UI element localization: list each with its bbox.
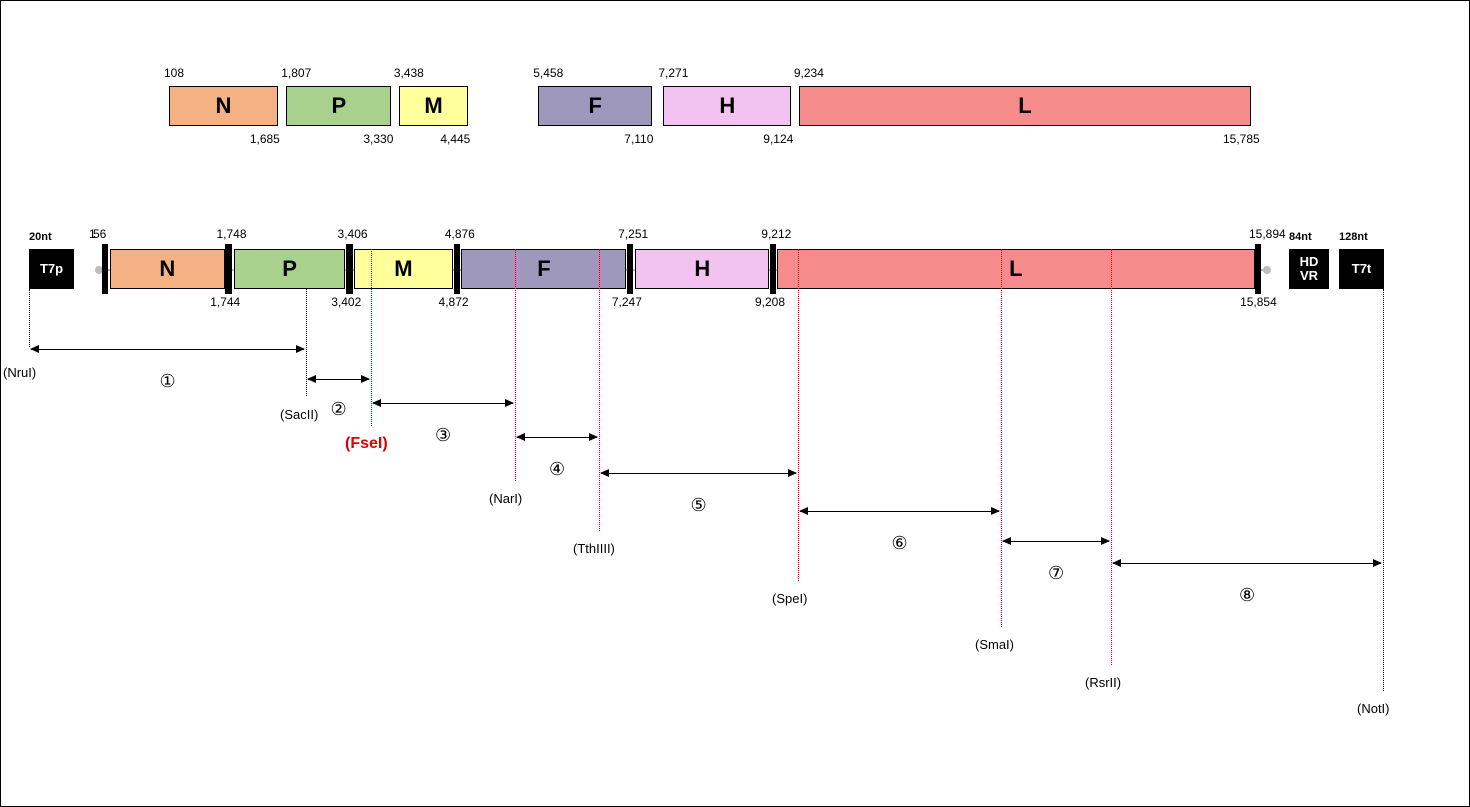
terminal-box-left: T7p — [29, 249, 74, 289]
fragment-number: ① — [160, 371, 176, 392]
bottom-gene-P: P — [234, 249, 346, 289]
gene-boundary-bar — [102, 244, 108, 294]
top-end-label: 1,685 — [250, 132, 280, 146]
gene-boundary-bar — [770, 244, 776, 294]
bottom-top-label: 4,876 — [445, 227, 475, 241]
fragment-number: ⑤ — [691, 495, 707, 516]
top-gene-N: N — [169, 86, 278, 126]
site-dash — [1001, 249, 1002, 627]
enzyme-label: (RsrII) — [1085, 675, 1121, 690]
top-start-label: 108 — [164, 66, 184, 80]
site-dash — [1111, 249, 1112, 665]
gene-boundary-bar — [454, 244, 460, 294]
bottom-top-label: 9,212 — [761, 227, 791, 241]
backbone-dot — [1263, 266, 1271, 274]
top-start-label: 5,458 — [533, 66, 563, 80]
top-start-label: 1,807 — [281, 66, 311, 80]
nt-label: 20nt — [29, 231, 52, 243]
bottom-top-label: 7,251 — [618, 227, 648, 241]
gene-boundary-bar — [1255, 244, 1261, 294]
top-end-label: 4,445 — [440, 132, 470, 146]
fragment-arrow — [373, 403, 513, 404]
site-dash — [798, 249, 799, 581]
bottom-gene-L: L — [777, 249, 1255, 289]
top-end-label: 7,110 — [624, 132, 653, 146]
bottom-gene-N: N — [110, 249, 225, 289]
bottom-top-label: 56 — [93, 227, 106, 241]
site-dash — [29, 289, 30, 347]
top-gene-P: P — [286, 86, 391, 126]
bottom-top-label: 3,406 — [338, 227, 368, 241]
fragment-number: ⑥ — [892, 533, 908, 554]
fragment-number: ⑦ — [1048, 563, 1064, 584]
enzyme-label: (SpeI) — [772, 591, 807, 606]
site-dash — [515, 249, 516, 481]
fragment-arrow — [308, 379, 369, 380]
enzyme-label: (NarI) — [489, 491, 522, 506]
bottom-gene-H: H — [635, 249, 769, 289]
fragment-arrow — [31, 349, 304, 350]
enzyme-label: (NruI) — [3, 365, 36, 380]
fragment-number: ④ — [549, 459, 565, 480]
bottom-bottom-label: 7,247 — [612, 295, 642, 309]
enzyme-label: (SmaI) — [975, 637, 1014, 652]
fragment-number: ② — [331, 399, 347, 420]
bottom-bottom-label: 4,872 — [439, 295, 469, 309]
bottom-bottom-label: 3,402 — [331, 295, 361, 309]
terminal-box-hdvr: HDVR — [1289, 249, 1329, 289]
fragment-arrow — [601, 473, 796, 474]
gene-boundary-bar — [627, 244, 633, 294]
top-start-label: 3,438 — [394, 66, 424, 80]
bottom-bottom-label: 9,208 — [755, 295, 785, 309]
enzyme-label: (SacII) — [280, 407, 318, 422]
fragment-arrow — [1003, 541, 1109, 542]
enzyme-label: (NotI) — [1357, 701, 1390, 716]
top-end-label: 3,330 — [363, 132, 393, 146]
enzyme-label: (FseI) — [345, 435, 388, 453]
bottom-bottom-label: 15,854 — [1240, 295, 1277, 309]
top-start-label: 7,271 — [658, 66, 688, 80]
top-gene-L: L — [799, 86, 1251, 126]
fragment-arrow — [1113, 563, 1381, 564]
bottom-bottom-label: 1,744 — [210, 295, 240, 309]
top-start-label: 9,234 — [794, 66, 824, 80]
gene-boundary-bar — [226, 244, 232, 294]
fragment-arrow — [800, 511, 999, 512]
site-dash — [599, 249, 600, 531]
terminal-box-right: T7t — [1339, 249, 1384, 289]
gene-boundary-bar — [347, 244, 353, 294]
fragment-arrow — [517, 437, 597, 438]
bottom-top-label: 15,894 — [1249, 227, 1286, 241]
enzyme-label: (TthIIII) — [573, 541, 615, 556]
top-gene-M: M — [399, 86, 469, 126]
site-dash — [1383, 289, 1384, 691]
bottom-top-label: 1,748 — [217, 227, 247, 241]
top-end-label: 9,124 — [763, 132, 793, 146]
fragment-number: ⑧ — [1239, 585, 1255, 606]
top-end-label: 15,785 — [1223, 132, 1260, 146]
bottom-gene-F: F — [461, 249, 626, 289]
nt-label: 84nt — [1289, 231, 1312, 243]
fragment-number: ③ — [435, 425, 451, 446]
top-gene-H: H — [663, 86, 791, 126]
nt-label: 128nt — [1339, 231, 1368, 243]
bottom-gene-M: M — [354, 249, 453, 289]
top-gene-F: F — [538, 86, 652, 126]
